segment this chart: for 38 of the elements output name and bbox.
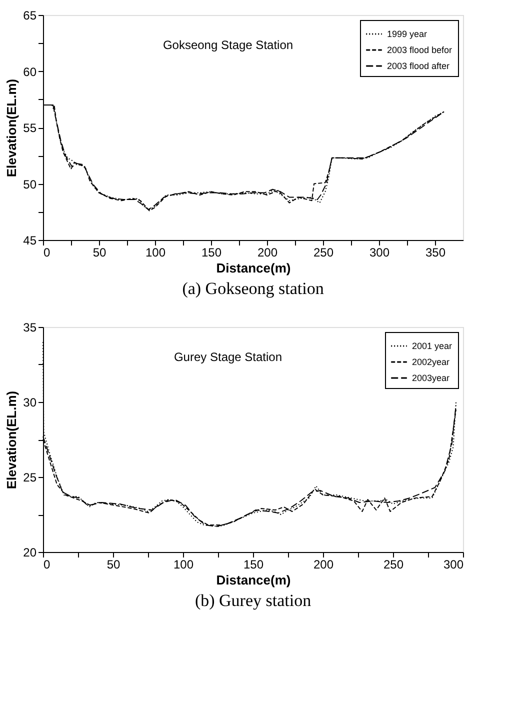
- legend-label: 2003 flood after: [387, 61, 450, 71]
- x-tick-label: 250: [383, 558, 404, 572]
- legend-label: 2002year: [412, 357, 450, 367]
- x-tick-label: 300: [369, 246, 390, 260]
- x-tick-label: 100: [145, 246, 166, 260]
- y-tick-label: 25: [23, 470, 37, 484]
- legend-label: 1999 year: [387, 29, 428, 39]
- y-axis-title: Elevation(EL.m): [4, 78, 20, 178]
- y-axis-title: Elevation(EL.m): [4, 390, 20, 490]
- x-tick-label: 200: [313, 558, 334, 572]
- x-tick-label: 0: [44, 246, 50, 260]
- x-tick-label: 350: [425, 246, 446, 260]
- x-axis-title: Distance(m): [216, 572, 291, 588]
- y-tick-label: 55: [23, 121, 37, 135]
- text: (b) Gurey station: [194, 591, 312, 610]
- x-tick-label: 300: [443, 558, 464, 572]
- legend-label: 2003 flood befor: [387, 45, 452, 55]
- x-tick-label: 150: [243, 558, 264, 572]
- y-tick-label: 50: [23, 177, 37, 192]
- legend-label: 2003year: [412, 373, 450, 383]
- x-tick-label: 100: [173, 558, 194, 572]
- x-tick-label: 200: [257, 246, 278, 260]
- legend-label: 2001 year: [412, 341, 452, 351]
- text: (a) Gokseong station: [182, 279, 324, 298]
- y-tick-label: 30: [23, 396, 37, 410]
- x-tick-label: 50: [106, 558, 120, 572]
- y-tick-label: 65: [23, 8, 37, 22]
- x-tick-label: 0: [44, 558, 50, 572]
- annotation: Gokseong Stage Station: [162, 38, 294, 52]
- x-axis-title: Distance(m): [216, 260, 291, 276]
- x-tick-label: 250: [313, 246, 334, 260]
- y-tick-label: 20: [23, 546, 37, 560]
- y-tick-label: 60: [23, 64, 37, 79]
- annotation: Gurey Stage Station: [174, 350, 282, 364]
- y-tick-label: 35: [23, 320, 37, 334]
- x-tick-label: 50: [92, 246, 106, 260]
- x-tick-label: 150: [201, 246, 222, 260]
- y-tick-label: 45: [23, 234, 37, 248]
